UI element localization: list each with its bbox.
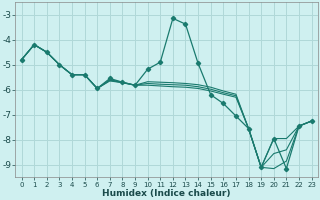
X-axis label: Humidex (Indice chaleur): Humidex (Indice chaleur): [102, 189, 231, 198]
